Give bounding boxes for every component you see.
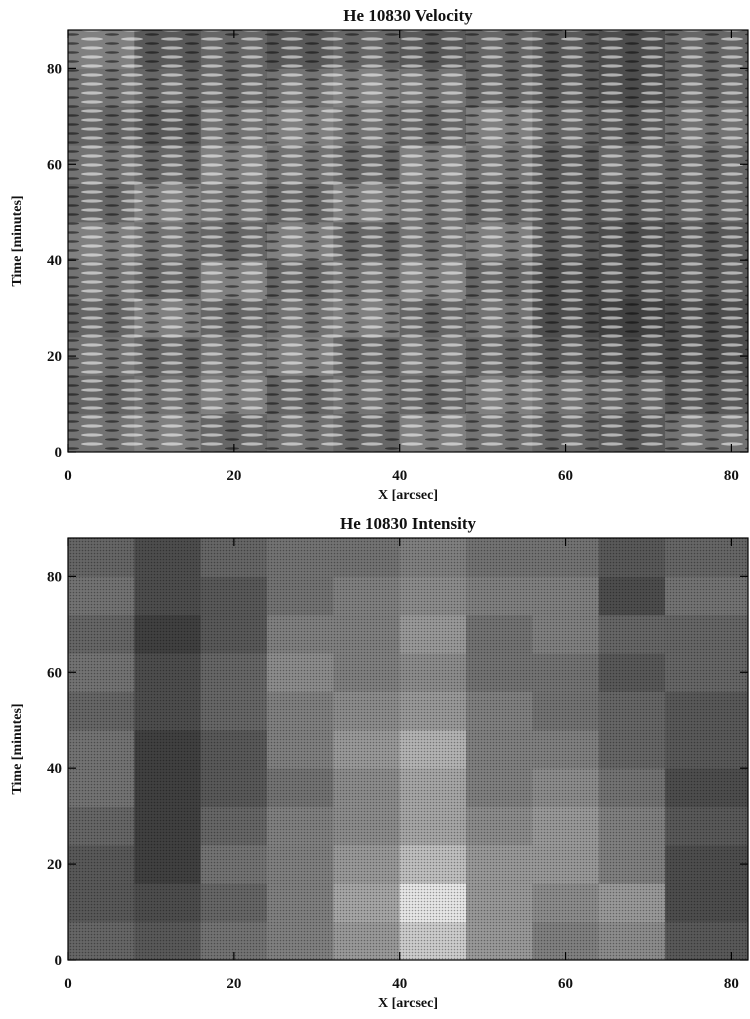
y-tick-label: 40	[47, 761, 62, 777]
y-tick-label: 40	[47, 253, 62, 269]
y-tick-label: 0	[55, 445, 63, 461]
texture	[68, 538, 748, 960]
y-tick-label: 20	[47, 349, 62, 365]
x-tick-label: 60	[558, 976, 573, 992]
y-tick-label: 60	[47, 157, 62, 173]
x-tick-label: 20	[226, 976, 241, 992]
x-tick-label: 60	[558, 468, 573, 484]
x-tick-label: 80	[724, 468, 739, 484]
x-tick-label: 40	[392, 468, 407, 484]
x-tick-label: 20	[226, 468, 241, 484]
x-tick-label: 40	[392, 976, 407, 992]
y-axis-label: Time [minutes]	[10, 703, 25, 794]
texture	[68, 30, 748, 452]
y-tick-label: 0	[55, 953, 63, 969]
y-tick-label: 60	[47, 665, 62, 681]
y-axis-label: Time [minutes]	[10, 195, 25, 286]
y-tick-label: 80	[47, 569, 62, 585]
plot-frame	[67, 29, 749, 453]
x-tick-label: 0	[64, 976, 72, 992]
chart-title: He 10830 Intensity	[340, 514, 477, 533]
chart-title: He 10830 Velocity	[343, 6, 473, 25]
x-tick-label: 80	[724, 976, 739, 992]
x-axis-label: X [arcsec]	[378, 488, 438, 503]
x-axis-label: X [arcsec]	[378, 996, 438, 1011]
y-tick-label: 20	[47, 857, 62, 873]
x-tick-label: 0	[64, 468, 72, 484]
y-tick-label: 80	[47, 61, 62, 77]
plot-frame	[67, 537, 749, 961]
